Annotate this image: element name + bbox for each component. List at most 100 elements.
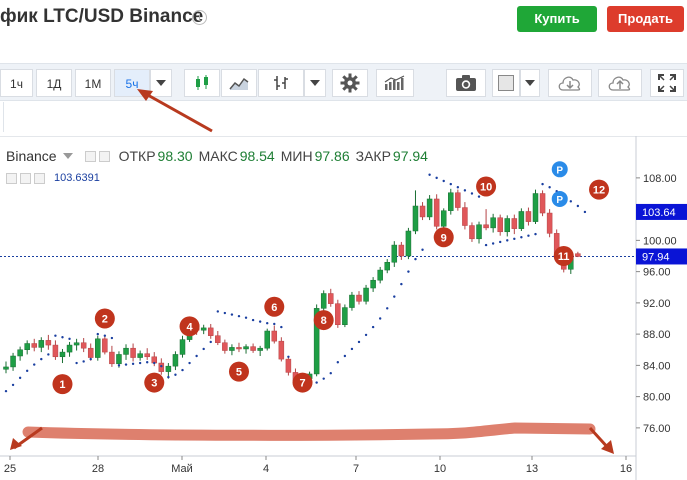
bars-chart-button[interactable] (258, 69, 304, 97)
upload-template-button[interactable] (598, 69, 642, 97)
candle-body (320, 293, 327, 309)
indicators-button[interactable] (376, 69, 414, 97)
screenshot-button[interactable] (446, 69, 486, 97)
psar-dot (449, 182, 452, 186)
color-picker-button[interactable] (492, 69, 520, 97)
y-tick-label: 76.00 (643, 423, 671, 435)
candle-body (370, 279, 376, 289)
psar-dot (350, 347, 354, 351)
psar-dot (273, 322, 276, 326)
x-tick-label: 10 (434, 463, 446, 475)
candle-body (222, 342, 228, 351)
wave-marker-label: 4 (186, 321, 193, 333)
psar-dot (499, 240, 502, 244)
candle-body (165, 365, 172, 372)
legend-open-value: 98.30 (157, 148, 193, 164)
wave-marker-circle (52, 374, 73, 395)
wave-marker-label: 6 (271, 302, 277, 314)
settings-button[interactable] (332, 69, 368, 97)
legend-close-value: 97.94 (392, 148, 428, 164)
psar-group (4, 173, 587, 393)
subbar-edge (0, 102, 4, 132)
legend-low-label: МИН (280, 148, 313, 164)
psar-dot (195, 354, 198, 358)
wave-marker-circle (144, 372, 165, 393)
info-icon[interactable]: i (192, 10, 207, 25)
candles-chart-button[interactable] (184, 69, 220, 97)
psar-dot (463, 189, 467, 192)
psar-dot (386, 307, 389, 310)
price-chart[interactable]: 108.00104.00100.0096.0092.0088.0084.0080… (0, 136, 687, 480)
candle-body (525, 211, 532, 222)
area-chart-button[interactable] (221, 69, 257, 97)
eye-icon[interactable] (84, 150, 96, 162)
timeframe-dropdown-button[interactable] (150, 69, 172, 97)
chevron-down-icon (310, 80, 320, 86)
legend-high-label: МАКС (198, 148, 238, 164)
psar-dot (33, 363, 36, 366)
psar-dot (378, 317, 382, 320)
y-tick-label: 88.00 (643, 329, 671, 341)
psar-dot (138, 361, 142, 365)
candle-body (264, 330, 270, 349)
psar-dot (40, 357, 43, 361)
sell-button[interactable]: Продать (607, 6, 684, 32)
candle-body (200, 327, 207, 331)
download-template-button[interactable] (548, 69, 592, 97)
eye-icon[interactable] (6, 172, 17, 184)
candle-body (45, 340, 52, 346)
candle-body (349, 294, 355, 308)
chevron-down-icon[interactable] (62, 153, 73, 159)
wave-marker-circle (476, 176, 497, 197)
candle-body (278, 340, 285, 360)
psar-dot (364, 333, 368, 337)
timeframe-1h-button[interactable]: 1ч (0, 69, 33, 97)
candle-body (250, 346, 256, 351)
psar-dot (131, 362, 135, 366)
psar-dot (477, 195, 481, 198)
indicators-icon (384, 75, 405, 90)
last-price-badge-text: 97.94 (642, 251, 670, 263)
legend-symbol: Binance (6, 148, 57, 164)
gear-icon[interactable] (20, 172, 31, 184)
candle-body (285, 358, 292, 373)
chart-area[interactable] (0, 136, 687, 480)
psar-dot (251, 318, 255, 322)
psar-dot (230, 313, 234, 316)
color-swatch-icon (498, 75, 514, 91)
candle-body (412, 205, 419, 232)
close-icon[interactable] (34, 172, 45, 184)
timeline-annotation-band (22, 422, 596, 441)
candle-body (335, 303, 341, 325)
fullscreen-button[interactable] (650, 69, 684, 97)
timeframe-1d-button[interactable]: 1Д (36, 69, 72, 97)
psar-dot (89, 357, 92, 361)
candle-body (52, 344, 59, 358)
buy-button[interactable]: Купить (517, 6, 597, 32)
y-tick-label: 80.00 (643, 392, 671, 404)
camera-icon (456, 75, 476, 91)
psar-dot (61, 336, 64, 339)
psar-dot (209, 340, 212, 344)
legend-close-label: ЗАКР (355, 148, 391, 164)
candle-body (24, 343, 30, 350)
legend-low-value: 97.86 (314, 148, 350, 164)
timeframe-1m-button[interactable]: 1М (75, 69, 111, 97)
wave-marker-circle (553, 246, 574, 266)
psar-dot (329, 371, 332, 375)
candle-body (59, 351, 66, 358)
candle-body (17, 349, 23, 357)
timeframe-5h-button[interactable]: 5ч (114, 69, 150, 97)
candle-body (257, 347, 263, 351)
psar-dot (583, 210, 587, 214)
x-tick-label: 13 (526, 463, 538, 475)
psar-dot (456, 186, 460, 189)
color-dropdown-button[interactable] (520, 69, 540, 97)
psar-dot (11, 383, 15, 387)
gear-icon[interactable] (98, 150, 110, 162)
candle-body (144, 353, 150, 358)
chart-type-dropdown-button[interactable] (304, 69, 326, 97)
candle-body (518, 211, 525, 229)
expand-icon (658, 74, 676, 92)
p-badge-label: P (556, 165, 563, 176)
